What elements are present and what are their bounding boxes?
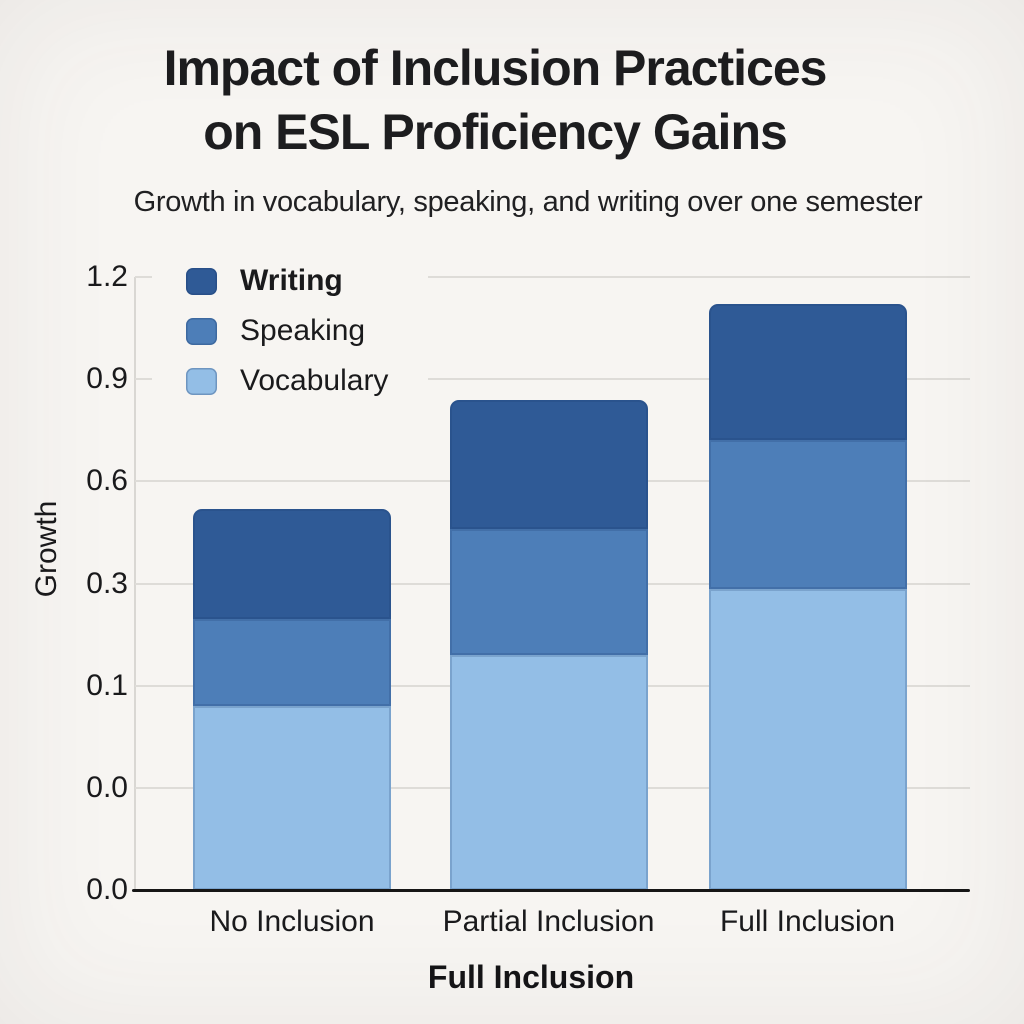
legend-label: Vocabulary — [240, 364, 389, 397]
legend-swatch-icon — [186, 317, 217, 345]
bar-segment — [193, 706, 391, 890]
grid-line — [135, 378, 970, 381]
y-tick-label: 0.9 — [86, 362, 128, 396]
bar-segment — [193, 508, 391, 620]
legend-label: Writing — [240, 264, 343, 297]
legend-swatch-icon — [186, 267, 217, 295]
x-axis-title: Full Inclusion — [427, 959, 635, 995]
grid-line — [135, 276, 970, 278]
bar-segment — [708, 440, 907, 589]
x-tick-label: Full Inclusion — [719, 905, 896, 938]
bar-segment — [449, 529, 648, 656]
y-tick-label: 0.3 — [86, 566, 128, 600]
bar-segment — [449, 655, 648, 890]
x-axis-line — [132, 889, 970, 892]
legend-item: Speaking — [152, 306, 428, 356]
x-tick-label: Partial Inclusion — [442, 905, 655, 938]
y-tick-label: 0.6 — [86, 464, 128, 498]
chart-title-line-1: Impact of Inclusion Practices — [163, 40, 828, 96]
legend-label: Speaking — [240, 314, 366, 347]
legend-item: Writing — [152, 256, 428, 306]
y-tick-label: 0.0 — [86, 873, 128, 906]
bar-segment — [708, 304, 907, 441]
chart-header: Impact of Inclusion Practices on ESL Pro… — [0, 36, 990, 219]
legend: Writing Speaking Vocabulary — [152, 256, 428, 406]
bar-segment — [449, 399, 648, 530]
legend-item: Vocabulary — [152, 356, 428, 406]
x-tick-label: No Inclusion — [209, 905, 375, 938]
chart-subtitle: Growth in vocabulary, speaking, and writ… — [133, 186, 923, 218]
bar-segment — [193, 619, 391, 707]
y-tick-label: 0.1 — [86, 668, 128, 702]
legend-swatch-icon — [186, 367, 217, 395]
bar-segment — [708, 588, 907, 890]
chart-title-line-2: on ESL Proficiency Gains — [203, 104, 788, 160]
plot-area — [132, 276, 970, 892]
y-tick-label: 0.0 — [86, 770, 128, 804]
y-tick-label: 1.2 — [86, 260, 128, 293]
